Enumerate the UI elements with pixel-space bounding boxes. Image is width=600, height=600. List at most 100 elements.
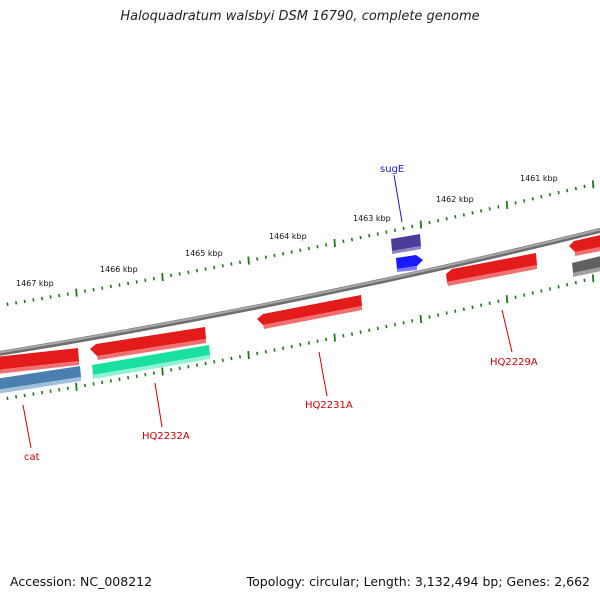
- inner-scale-major-tick: [419, 314, 423, 324]
- outer-scale-minor-tick: [178, 272, 181, 276]
- outer-scale-major-tick: [419, 220, 423, 229]
- inner-scale-minor-tick: [127, 376, 130, 380]
- inner-scale-minor-tick: [238, 355, 242, 359]
- inner-scale-minor-tick: [531, 291, 534, 295]
- outer-scale-minor-tick: [109, 284, 112, 289]
- outer-scale-major-tick: [505, 200, 509, 209]
- inner-scale-minor-tick: [574, 280, 577, 285]
- outer-scale-major-tick: [75, 288, 78, 297]
- inner-scale-minor-tick: [557, 285, 560, 289]
- outer-scale-minor-tick: [58, 293, 61, 298]
- gene-HQ2229A[interactable]: [446, 253, 537, 286]
- scale-label-1461: 1461 kbp: [520, 174, 558, 183]
- inner-scale-minor-tick: [282, 346, 285, 351]
- outer-scale-minor-tick: [462, 213, 465, 217]
- outer-scale-minor-tick: [221, 263, 224, 268]
- gene-label-HQ2231A: HQ2231A: [305, 400, 353, 411]
- inner-scale-major-tick: [75, 382, 78, 391]
- outer-scale-minor-tick: [135, 280, 138, 284]
- inner-scale-minor-tick: [109, 379, 112, 383]
- inner-scale-minor-tick: [437, 313, 440, 317]
- outer-scale-minor-tick: [282, 252, 285, 256]
- inner-scale-minor-tick: [58, 388, 61, 392]
- inner-scale-minor-tick: [462, 307, 465, 311]
- inner-scale-minor-tick: [548, 287, 552, 291]
- gene-HQ2232A[interactable]: [92, 345, 210, 379]
- outer-scale-minor-tick: [531, 197, 534, 201]
- inner-scale-minor-tick: [83, 383, 87, 388]
- inner-scale-minor-tick: [178, 366, 181, 371]
- gene-label-sugE: sugE: [380, 164, 404, 175]
- outer-scale-minor-tick: [230, 262, 233, 266]
- inner-scale-minor-tick: [428, 315, 431, 319]
- genome-summary-text: Topology: circular; Length: 3,132,494 bp…: [246, 574, 590, 589]
- inner-scale-minor-tick: [23, 393, 26, 398]
- outer-scale-minor-tick: [307, 246, 310, 251]
- outer-scale-minor-tick: [273, 253, 276, 258]
- gene-sugE-blue[interactable]: [396, 255, 423, 272]
- inner-scale-minor-tick: [101, 380, 104, 385]
- accession-text: Accession: NC_008212: [10, 574, 153, 589]
- inner-scale-minor-tick: [221, 358, 224, 362]
- inner-scale-minor-tick: [290, 344, 293, 349]
- inner-scale-minor-tick: [40, 390, 44, 395]
- outer-scale-minor-tick: [118, 283, 121, 287]
- gene-sugE[interactable]: [391, 234, 421, 254]
- outer-scale-minor-tick: [83, 289, 87, 293]
- inner-scale-minor-tick: [144, 372, 147, 377]
- outer-scale-minor-tick: [342, 239, 345, 244]
- inner-scale-minor-tick: [118, 377, 121, 382]
- inner-scale-minor-tick: [15, 395, 18, 399]
- outer-scale-minor-tick: [238, 260, 242, 265]
- outer-scale-minor-tick: [471, 211, 474, 215]
- outer-scale-minor-tick: [92, 287, 95, 292]
- outer-scale-minor-tick: [15, 301, 18, 305]
- outer-scale-ticks: [6, 180, 595, 306]
- outer-scale-minor-tick: [40, 296, 44, 301]
- HQ2231A-pointer-line: [318, 351, 328, 397]
- outer-scale-minor-tick: [376, 232, 379, 236]
- outer-scale-minor-tick: [23, 299, 26, 304]
- inner-scale-minor-tick: [273, 348, 276, 352]
- inner-scale-minor-tick: [32, 392, 35, 396]
- inner-scale-minor-tick: [135, 374, 138, 378]
- outer-scale-minor-tick: [144, 278, 147, 283]
- inner-scale-minor-tick: [325, 337, 328, 342]
- outer-scale-minor-tick: [101, 286, 104, 290]
- gene-red-mid-left[interactable]: [90, 327, 206, 360]
- outer-scale-minor-tick: [213, 265, 216, 270]
- scale-label-1462: 1462 kbp: [436, 195, 474, 204]
- inner-scale-minor-tick: [6, 396, 9, 401]
- gene-cat[interactable]: [0, 366, 81, 394]
- inner-scale-minor-tick: [454, 309, 457, 313]
- outer-scale-major-tick: [333, 239, 336, 248]
- gene-label-HQ2232A: HQ2232A: [142, 431, 190, 442]
- outer-scale-minor-tick: [557, 190, 560, 195]
- scale-label-1465: 1465 kbp: [185, 249, 223, 258]
- outer-scale-minor-tick: [540, 195, 543, 199]
- gene-red-right-edge[interactable]: [569, 234, 600, 256]
- inner-scale-minor-tick: [411, 319, 414, 323]
- sugE-pointer-line: [393, 174, 403, 223]
- inner-scale-minor-tick: [49, 389, 52, 393]
- outer-scale-minor-tick: [385, 230, 388, 234]
- inner-scale-minor-tick: [359, 330, 362, 334]
- outer-scale-minor-tick: [411, 224, 414, 229]
- gene-HQ2231A[interactable]: [257, 295, 362, 329]
- outer-scale-minor-tick: [290, 250, 293, 254]
- outer-scale-minor-tick: [152, 276, 155, 281]
- outer-scale-minor-tick: [437, 218, 440, 223]
- scale-label-1464: 1464 kbp: [269, 232, 307, 241]
- inner-scale-minor-tick: [264, 349, 267, 354]
- outer-scale-minor-tick: [195, 268, 199, 273]
- outer-scale-minor-tick: [583, 184, 586, 189]
- gene-red-left[interactable]: [0, 348, 79, 374]
- gene-gray-right-edge[interactable]: [572, 255, 600, 277]
- map-title: Haloquadratum walsbyi DSM 16790, complet…: [120, 9, 480, 24]
- inner-scale-minor-tick: [66, 386, 69, 391]
- outer-scale-minor-tick: [170, 273, 173, 278]
- scale-label-1463: 1463 kbp: [353, 214, 391, 223]
- outer-scale-minor-tick: [256, 257, 259, 261]
